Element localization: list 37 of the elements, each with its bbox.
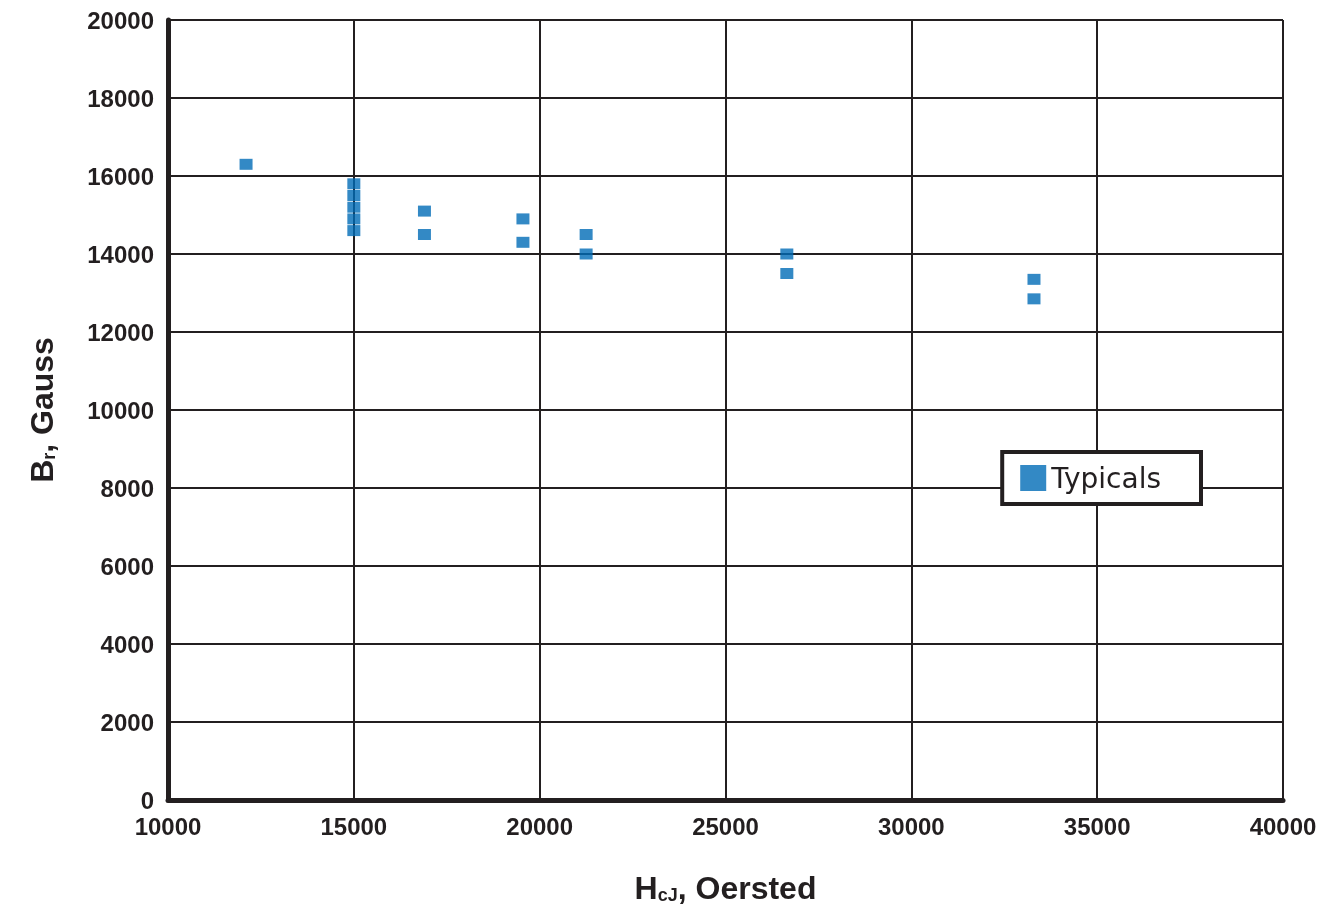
point [579, 248, 593, 260]
x-axis-title: HcJ, Oersted [634, 870, 817, 906]
y-tick-label: 6000 [100, 552, 154, 580]
point [417, 229, 431, 240]
y-tick-label: 16000 [87, 162, 154, 190]
y-tick-label: 4000 [100, 630, 154, 658]
point [780, 268, 794, 279]
y-tick-label: 10000 [87, 396, 154, 424]
y-tick-label: 0 [140, 786, 154, 814]
x-tick-label: 35000 [1063, 812, 1131, 840]
y-tick-label: 12000 [87, 318, 154, 346]
y-tick-label: 20000 [87, 6, 154, 34]
point [780, 248, 794, 260]
point [1027, 293, 1041, 305]
y-tick-label: 8000 [100, 474, 154, 502]
point [347, 190, 361, 201]
point [347, 225, 361, 237]
point [347, 178, 361, 190]
legend-label: Typicals [1050, 461, 1162, 495]
y-tick-label: 14000 [87, 240, 154, 268]
x-tick-label: 40000 [1249, 812, 1317, 840]
point [347, 213, 361, 225]
x-tick-label: 20000 [506, 812, 574, 840]
y-tick-label: 18000 [87, 84, 154, 112]
point [579, 229, 593, 240]
x-tick-label: 15000 [320, 812, 388, 840]
point [347, 201, 361, 213]
point [516, 213, 530, 225]
x-tick-label: 25000 [692, 812, 759, 840]
point [417, 205, 431, 217]
point [239, 158, 253, 170]
point [516, 236, 530, 248]
point [1027, 273, 1041, 285]
y-axis-title: Br, Gauss [24, 337, 60, 483]
y-tick-label: 2000 [100, 708, 154, 736]
x-tick-label: 10000 [134, 812, 202, 840]
x-tick-label: 30000 [877, 812, 945, 840]
